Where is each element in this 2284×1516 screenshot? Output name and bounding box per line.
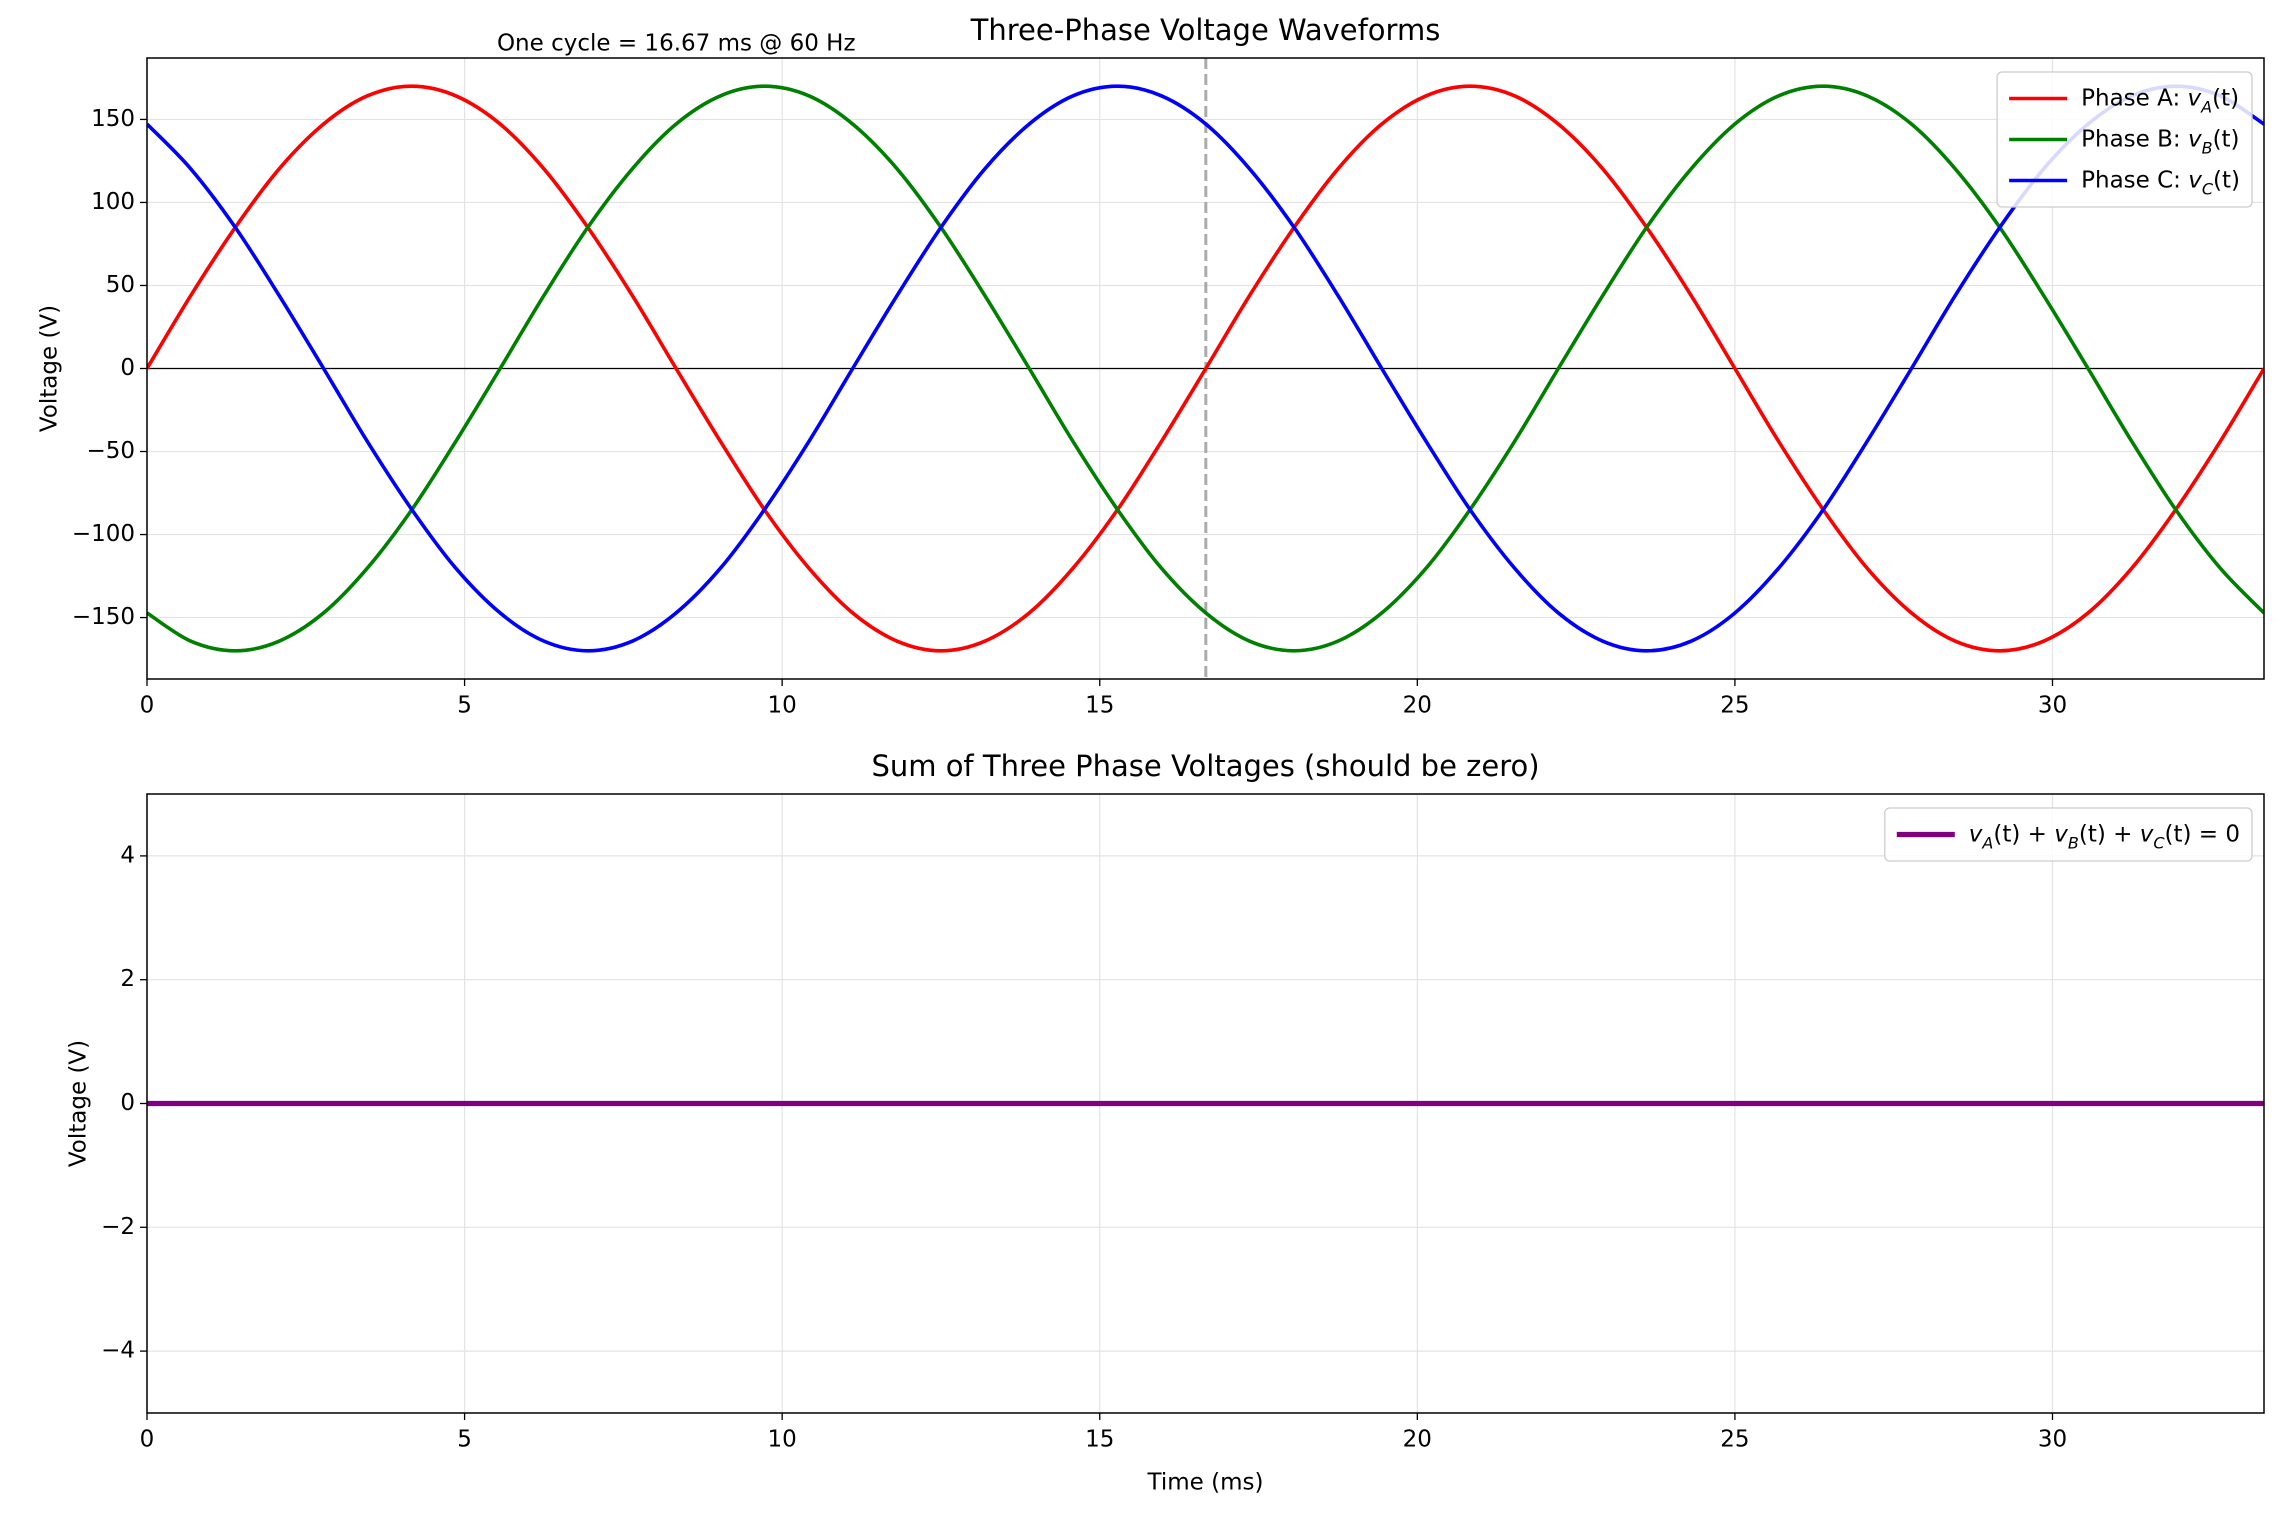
legend-label: Phase C: vC(t) — [2081, 167, 2240, 199]
x-tick-label: 5 — [457, 1427, 472, 1453]
legend: Phase A: vA(t) Phase B: vB(t) Phase C: vC(… — [1996, 71, 2253, 208]
y-tick-label: 4 — [120, 842, 135, 868]
x-tick-label: 5 — [457, 693, 472, 719]
series-line — [147, 84, 2264, 653]
x-tick-label: 25 — [1720, 1427, 1749, 1453]
series-group — [147, 84, 2264, 653]
x-tick-label: 25 — [1720, 693, 1749, 719]
x-tick-label: 10 — [768, 1427, 797, 1453]
chart-title: Sum of Three Phase Voltages (should be z… — [871, 749, 1539, 783]
y-tick-label: 0 — [120, 355, 135, 381]
chart-title: Three-Phase Voltage Waveforms — [970, 13, 1441, 47]
y-tick-label: −100 — [72, 521, 135, 547]
series-line — [147, 84, 2264, 653]
x-tick-label: 30 — [2038, 1427, 2067, 1453]
y-tick-label: 50 — [106, 272, 135, 298]
series-line — [147, 84, 2264, 653]
legend-box — [1996, 71, 2253, 208]
x-tick-label: 15 — [1085, 693, 1114, 719]
legend-box — [1884, 807, 2253, 862]
legend-label: vA(t) + vB(t) + vC(t) = 0 — [1969, 821, 2240, 853]
x-tick-label: 20 — [1403, 693, 1432, 719]
y-tick-label: −4 — [101, 1338, 135, 1364]
legend: vA(t) + vB(t) + vC(t) = 0 — [1884, 807, 2253, 862]
x-tick-label: 20 — [1403, 1427, 1432, 1453]
x-axis-label: Time (ms) — [1147, 1470, 1264, 1496]
x-tick-label: 0 — [140, 1427, 155, 1453]
x-tick-label: 30 — [2038, 693, 2067, 719]
y-tick-label: 0 — [120, 1090, 135, 1116]
y-axis-label: Voltage (V) — [36, 305, 62, 432]
legend-label: Phase A: vA(t) — [2081, 85, 2239, 117]
y-tick-label: −50 — [86, 438, 135, 464]
x-tick-label: 10 — [768, 693, 797, 719]
y-axis-label: Voltage (V) — [66, 1040, 92, 1167]
y-tick-label: −150 — [72, 604, 135, 630]
y-tick-label: 2 — [120, 966, 135, 992]
annotation: One cycle = 16.67 ms @ 60 Hz — [497, 31, 856, 57]
x-tick-label: 15 — [1085, 1427, 1114, 1453]
y-tick-label: 150 — [91, 106, 135, 132]
x-tick-label: 0 — [140, 693, 155, 719]
legend-label: Phase B: vB(t) — [2081, 126, 2239, 158]
y-tick-label: 100 — [91, 189, 135, 215]
y-tick-label: −2 — [101, 1214, 135, 1240]
